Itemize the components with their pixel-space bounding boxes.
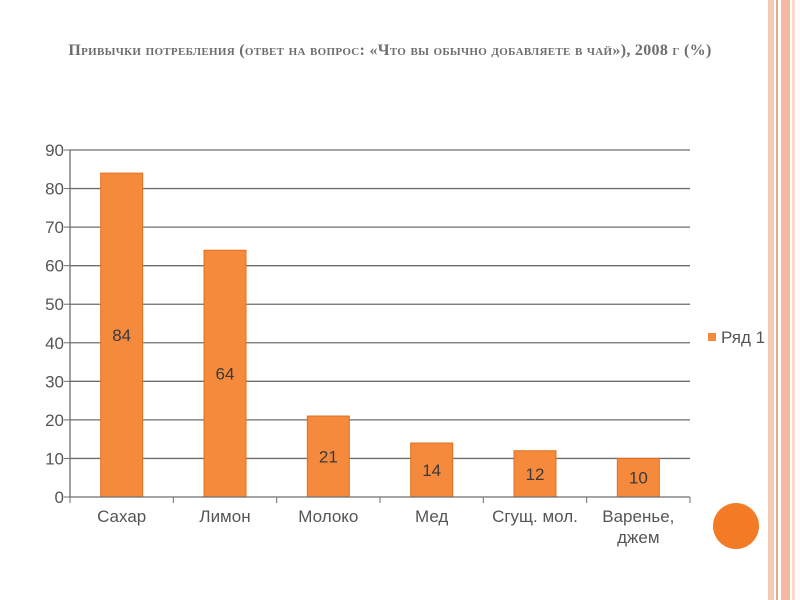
legend-label: Ряд 1	[721, 328, 765, 347]
bar-value-label: 64	[216, 365, 235, 384]
y-tick-label: 20	[45, 411, 64, 430]
bar-value-label: 10	[629, 469, 648, 488]
y-tick-label: 80	[45, 180, 64, 199]
decorative-stripe	[768, 0, 774, 600]
y-tick-label: 90	[45, 141, 64, 160]
y-tick-label: 60	[45, 257, 64, 276]
bar-value-label: 84	[112, 326, 131, 345]
chart-bars	[100, 172, 660, 498]
bar-value-label: 12	[526, 465, 545, 484]
bar	[616, 457, 660, 498]
chart-data-labels: 84 64 21 14 12 10	[112, 326, 648, 488]
y-tick-label: 0	[55, 488, 64, 507]
x-tick-label: Мед	[415, 507, 448, 526]
y-tick-label: 10	[45, 449, 64, 468]
chart-axes	[69, 150, 691, 503]
x-tick-label: Сгущ. мол.	[492, 507, 578, 526]
bar	[306, 415, 350, 498]
x-tick-label: Сахар	[97, 507, 146, 526]
y-tick-label: 70	[45, 218, 64, 237]
legend-swatch	[708, 333, 716, 341]
x-tick-label: Молоко	[298, 507, 358, 526]
slide-title: Привычки потребления (ответ на вопрос: «…	[68, 42, 712, 59]
y-tick-label: 30	[45, 372, 64, 391]
bar	[513, 450, 557, 498]
decorative-circle	[713, 503, 759, 549]
chart-tick-labels: 0 10 20 30 40 50 60 70 80 90 Сахар Лимон Молоко Мед Сг…	[45, 141, 674, 547]
bar-value-label: 14	[422, 461, 441, 480]
decorative-stripe	[792, 0, 795, 600]
y-tick-label: 50	[45, 295, 64, 314]
chart-gridlines	[64, 149, 690, 498]
decorative-stripe	[776, 0, 778, 600]
x-tick-label: Варенье, джем	[602, 507, 674, 547]
y-tick-label: 40	[45, 334, 64, 353]
x-tick-label: Лимон	[199, 507, 250, 526]
bar	[410, 442, 454, 498]
chart-legend: Ряд 1	[708, 328, 765, 347]
bar-value-label: 21	[319, 448, 338, 467]
decorative-stripe	[781, 0, 790, 600]
